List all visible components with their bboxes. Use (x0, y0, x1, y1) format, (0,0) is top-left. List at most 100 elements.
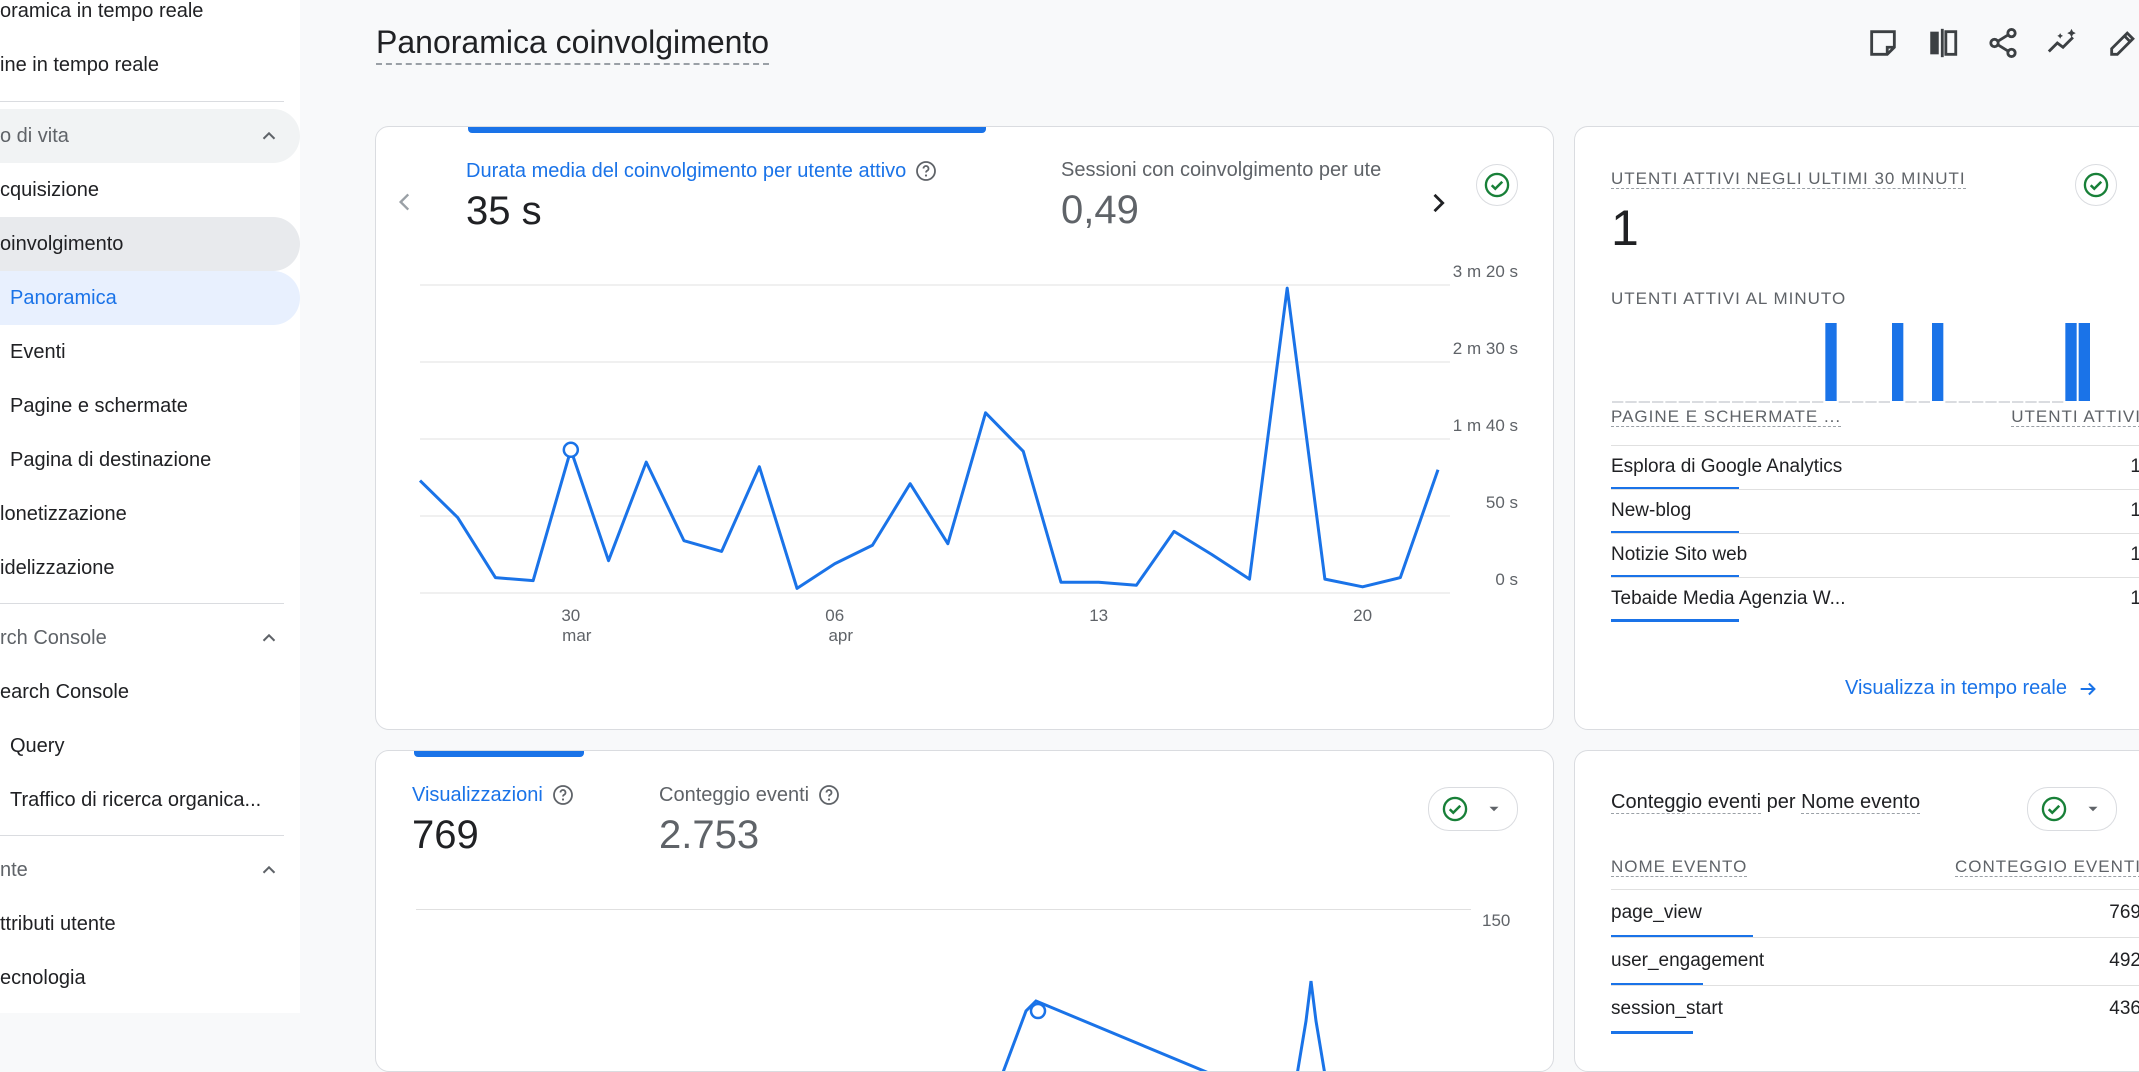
note-icon[interactable] (1866, 26, 1900, 60)
help-icon[interactable] (551, 783, 575, 807)
compare-icon[interactable] (1926, 26, 1960, 60)
row-name: session_start (1611, 998, 1723, 1019)
row-name: Notizie Sito web (1611, 544, 1748, 565)
minute-bar (1798, 401, 1810, 403)
minute-bar (1665, 401, 1677, 403)
row-value: 1 (2130, 456, 2139, 478)
minute-bar (1718, 401, 1730, 403)
minute-bar (1852, 401, 1864, 403)
sidebar-item-label: lonetizzazione (0, 502, 127, 525)
sidebar-item-label: Eventi (10, 340, 66, 363)
realtime-title: UTENTI ATTIVI NEGLI ULTIMI 30 MINUTI (1611, 169, 1966, 189)
title-metric[interactable]: Conteggio eventi (1611, 791, 1762, 814)
sidebar-section-lifecycle[interactable]: o di vita (0, 109, 300, 163)
table-row[interactable]: session_start 436 (1611, 985, 2139, 1034)
table-row[interactable]: New-blog 1 (1611, 489, 2139, 534)
metric-value: 769 (412, 813, 479, 857)
table-row[interactable]: Tebaide Media Agenzia W... 1 (1611, 577, 2139, 622)
check-circle-icon (1442, 796, 1468, 822)
table-row[interactable]: Esplora di Google Analytics 1 (1611, 445, 2139, 490)
y-tick-label: 150 (1482, 911, 1511, 930)
hover-point[interactable] (1029, 1002, 1047, 1020)
share-icon[interactable] (1986, 26, 2020, 60)
x-tick-month-label: apr (828, 626, 853, 645)
minute-bar (2052, 401, 2064, 403)
sidebar-item-engagement[interactable]: oinvolgimento (0, 217, 300, 271)
y-tick-label: 1 m 40 s (1453, 416, 1518, 435)
metric-tab-avg-engagement[interactable]: Durata media del coinvolgimento per uten… (466, 159, 938, 234)
minute-bar (1705, 401, 1717, 403)
insights-icon[interactable] (2046, 26, 2080, 60)
column-header[interactable]: UTENTI ATTIVI (2011, 407, 2139, 427)
sidebar-section-search-console[interactable]: rch Console (0, 611, 300, 665)
edit-icon[interactable] (2106, 26, 2139, 60)
series-line (418, 286, 1440, 590)
minute-bar (1932, 323, 1944, 401)
engagement-chart-card: Durata media del coinvolgimento per uten… (375, 126, 1554, 730)
y-tick-label: 50 s (1486, 493, 1518, 512)
sidebar-item-label: cquisizione (0, 178, 99, 201)
title-dimension[interactable]: Nome evento (1801, 791, 1921, 814)
sidebar-section-label: o di vita (0, 124, 69, 147)
minute-bar (1838, 401, 1850, 403)
sidebar-item-label: oinvolgimento (0, 232, 124, 255)
data-quality-status[interactable] (1476, 164, 1518, 206)
minute-bar (2025, 401, 2037, 403)
sidebar-item-label: ecnologia (0, 966, 86, 989)
views-line-spike (1296, 980, 1326, 1071)
table-row[interactable]: user_engagement 492 (1611, 937, 2139, 986)
chevron-right-icon[interactable] (1424, 189, 1452, 217)
x-tick-label: 20 (1353, 606, 1372, 625)
minute-bar (1785, 401, 1797, 403)
metric-tab-views[interactable]: Visualizzazioni 769 (412, 783, 575, 858)
minute-bar (1652, 401, 1664, 403)
data-quality-dropdown[interactable] (1428, 787, 1518, 831)
chevron-up-icon (262, 633, 276, 642)
sidebar-item-label: ine in tempo reale (0, 53, 159, 76)
column-header[interactable]: PAGINE E SCHERMATE ... (1611, 407, 1842, 427)
metric-tab-event-count[interactable]: Conteggio eventi 2.753 (659, 783, 841, 858)
sidebar-item-label: Query (10, 734, 65, 757)
sidebar-section-user[interactable]: nte (0, 843, 300, 897)
sidebar-item-label: Panoramica (10, 286, 117, 309)
sidebar-item-label: idelizzazione (0, 556, 115, 579)
minute-bar (1878, 401, 1890, 403)
realtime-value: 1 (1611, 200, 1639, 256)
help-icon[interactable] (914, 159, 938, 183)
sidebar-item-label: Pagina di destinazione (10, 448, 212, 471)
row-bar (1611, 619, 1739, 622)
column-header[interactable]: CONTEGGIO EVENTI (1954, 857, 2139, 877)
help-icon[interactable] (817, 783, 841, 807)
sidebar-divider (0, 101, 284, 102)
events-by-name-card: Conteggio eventi per Nome evento NOME EV… (1574, 750, 2139, 1072)
row-value: 769 (2109, 902, 2139, 923)
x-tick-label: 30 (561, 606, 580, 625)
table-row[interactable]: Notizie Sito web 1 (1611, 533, 2139, 578)
data-quality-status[interactable] (2075, 164, 2117, 206)
sidebar-item-label: ttributi utente (0, 912, 116, 935)
minute-bar (1998, 401, 2010, 403)
row-name: page_view (1611, 902, 1702, 923)
row-bar (1611, 531, 1739, 534)
per-minute-bar-chart (1612, 323, 2090, 403)
chevron-left-icon[interactable] (392, 189, 418, 215)
table-row[interactable]: page_view 769 (1611, 889, 2139, 938)
sidebar-item-overview[interactable]: Panoramica (0, 271, 300, 325)
view-realtime-link[interactable]: Visualizza in tempo reale (1845, 677, 2099, 700)
minute-bar (2065, 323, 2077, 401)
views-line-chart (1001, 980, 1326, 1071)
minute-bar (1625, 401, 1637, 403)
metric-tab-engaged-sessions[interactable]: Sessioni con coinvolgimento per ute 0,49 (1061, 159, 1411, 233)
minute-bar (1825, 323, 1837, 401)
sidebar-section-label: rch Console (0, 626, 107, 649)
metric-label: Sessioni con coinvolgimento per ute (1061, 159, 1382, 181)
column-header[interactable]: NOME EVENTO (1611, 857, 1748, 877)
data-quality-dropdown[interactable] (2027, 787, 2117, 831)
metric-value: 0,49 (1061, 188, 1139, 232)
minute-bar (1892, 323, 1904, 401)
realtime-pages-table: PAGINE E SCHERMATE ... UTENTI ATTIVI Esp… (1611, 407, 2139, 637)
row-name: Tebaide Media Agenzia W... (1611, 588, 1846, 609)
metric-value: 2.753 (659, 813, 760, 857)
y-tick-label: 0 s (1495, 570, 1518, 589)
minute-bar (1758, 401, 1770, 403)
